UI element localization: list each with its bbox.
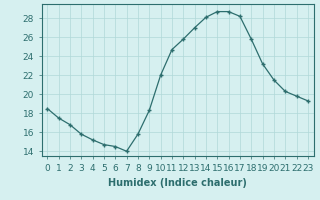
X-axis label: Humidex (Indice chaleur): Humidex (Indice chaleur) — [108, 178, 247, 188]
